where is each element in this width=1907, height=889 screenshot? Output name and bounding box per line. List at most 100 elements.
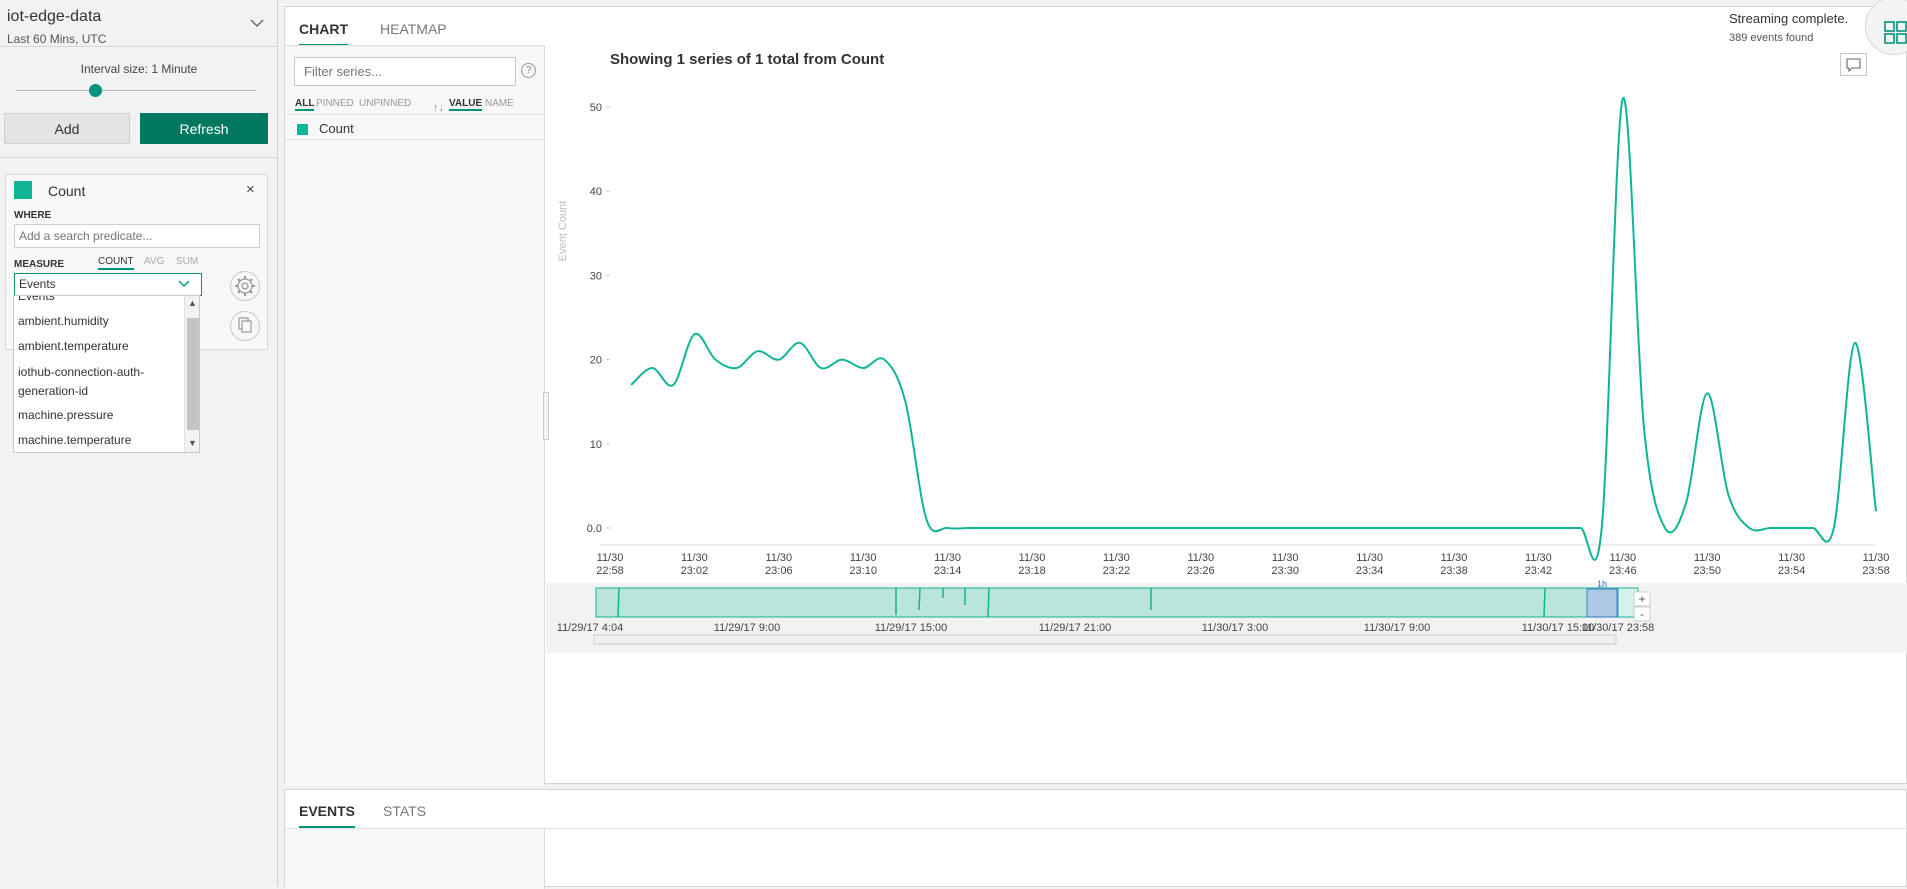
x-tick-label: 11/30 xyxy=(1019,552,1046,564)
environment-time-range: Last 60 Mins, UTC xyxy=(7,32,107,46)
x-tick-label: 11/30 xyxy=(850,552,877,564)
overview-brush-window[interactable] xyxy=(1586,588,1618,618)
measure-option[interactable]: machine.pressure xyxy=(18,408,114,422)
measure-dropdown-list[interactable]: Events ambient.humidity ambient.temperat… xyxy=(13,295,200,453)
measure-option[interactable]: Events xyxy=(18,295,55,303)
events-panel: EVENTS STATS xyxy=(284,789,1907,889)
y-tick-label: 30 xyxy=(590,270,602,282)
x-tick-label: 23:26 xyxy=(1187,565,1215,577)
comment-icon xyxy=(1846,58,1861,73)
left-panel: iot-edge-data Last 60 Mins, UTC Interval… xyxy=(0,0,278,887)
scroll-down-icon[interactable]: ▼ xyxy=(188,438,197,448)
series-list-panel: ? ALL PINNED UNPINNED ↑↓ VALUE NAME Coun… xyxy=(285,45,545,785)
chart-panel: CHART HEATMAP Streaming complete. 389 ev… xyxy=(284,0,1907,785)
zoom-out-button[interactable] xyxy=(1633,606,1651,622)
x-tick-label: 11/30 xyxy=(1356,552,1383,564)
tab-chart[interactable]: CHART xyxy=(299,21,348,46)
where-predicate-input[interactable] xyxy=(14,224,260,248)
where-label: WHERE xyxy=(14,210,52,221)
x-tick-label: 23:38 xyxy=(1440,565,1468,577)
x-tick-label: 23:54 xyxy=(1778,565,1806,577)
refresh-button[interactable]: Refresh xyxy=(140,113,268,144)
sort-by-value[interactable]: VALUE xyxy=(449,98,483,111)
y-axis-ticks: 0.0 10 20 30 40 50 xyxy=(587,102,610,535)
overview-spikes xyxy=(617,587,1546,618)
sort-icon[interactable]: ↑↓ xyxy=(433,102,444,114)
measure-options: Events ambient.humidity ambient.temperat… xyxy=(14,296,184,449)
x-tick-label: 11/30 xyxy=(1187,552,1214,564)
brush-window-label: 1h xyxy=(1597,579,1607,589)
collapse-panel-handle[interactable] xyxy=(543,392,549,440)
measure-option[interactable]: ambient.temperature xyxy=(18,339,129,353)
x-tick-label: 11/30 xyxy=(1525,552,1552,564)
y-tick-label: 10 xyxy=(590,439,602,451)
x-tick-label: 11/30 xyxy=(1609,552,1636,564)
x-tick-label: 11/30 xyxy=(765,552,792,564)
add-button[interactable]: Add xyxy=(4,113,130,144)
overview-tick-label: 11/29/17 15:00 xyxy=(875,622,948,634)
tab-stats[interactable]: STATS xyxy=(383,803,427,819)
comment-button[interactable] xyxy=(1840,53,1867,76)
overview-tick-label: 11/29/17 9:00 xyxy=(714,622,780,634)
interval-slider-thumb[interactable] xyxy=(89,84,103,97)
grid-layout-icon xyxy=(1884,21,1907,44)
zoom-out-label: - xyxy=(1640,607,1644,621)
series-color-swatch[interactable] xyxy=(14,181,32,199)
help-icon[interactable]: ? xyxy=(521,63,536,78)
layout-button[interactable] xyxy=(1865,0,1907,55)
aggregate-avg[interactable]: AVG xyxy=(144,256,165,267)
x-tick-label: 11/30 xyxy=(1863,552,1890,564)
overview-tick-label: 11/30/17 23:58 xyxy=(1582,622,1655,634)
tab-events[interactable]: EVENTS xyxy=(299,803,356,828)
measure-option[interactable]: machine.temperature xyxy=(18,433,132,447)
x-tick-label: 23:02 xyxy=(681,565,709,577)
overview-tick-label: 11/30/17 9:00 xyxy=(1364,622,1430,634)
measure-option[interactable]: iothub-connection-auth-generation-id xyxy=(18,365,145,398)
filter-pinned[interactable]: PINNED xyxy=(316,98,354,109)
chevron-down-icon[interactable] xyxy=(248,16,266,30)
aggregate-count[interactable]: COUNT xyxy=(98,256,134,270)
series-color-swatch xyxy=(297,124,308,135)
events-found-count: 389 events found xyxy=(1729,32,1814,44)
copy-icon xyxy=(238,317,252,333)
scrollbar-thumb[interactable] xyxy=(187,318,199,430)
close-icon[interactable]: × xyxy=(246,181,255,198)
filter-unpinned[interactable]: UNPINNED xyxy=(359,98,412,109)
settings-button[interactable] xyxy=(230,271,260,301)
events-side-panel xyxy=(285,829,545,889)
zoom-in-button[interactable] xyxy=(1633,591,1651,607)
y-axis-label: Event Count xyxy=(557,201,569,262)
x-tick-label: 23:42 xyxy=(1525,565,1553,577)
overview-area[interactable] xyxy=(595,587,1619,618)
aggregate-sum[interactable]: SUM xyxy=(176,256,199,267)
chevron-down-icon[interactable] xyxy=(178,279,190,289)
divider xyxy=(285,828,1907,829)
overview-tick-label: 11/29/17 21:00 xyxy=(1039,622,1112,634)
x-tick-label: 23:06 xyxy=(765,565,793,577)
measure-select[interactable]: Events xyxy=(14,273,202,296)
measure-option[interactable]: ambient.humidity xyxy=(18,314,109,328)
sort-by-name[interactable]: NAME xyxy=(485,98,514,109)
overview-ticks: 11/29/17 4:04 11/29/17 9:00 11/29/17 15:00… xyxy=(557,622,1655,634)
x-tick-label: 11/30 xyxy=(934,552,961,564)
filter-series-input[interactable] xyxy=(294,57,516,86)
x-tick-label: 23:34 xyxy=(1356,565,1384,577)
dropdown-scrollbar[interactable]: ▲ ▼ xyxy=(184,296,199,452)
series-line-count[interactable] xyxy=(630,97,1877,561)
environment-name[interactable]: iot-edge-data xyxy=(7,8,102,25)
filter-all[interactable]: ALL xyxy=(295,98,315,111)
series-list-item[interactable]: Count xyxy=(285,114,545,140)
x-tick-label: 22:58 xyxy=(596,565,624,577)
scroll-up-icon[interactable]: ▲ xyxy=(188,298,197,308)
overview-mini-strip[interactable] xyxy=(593,634,1617,645)
tab-heatmap[interactable]: HEATMAP xyxy=(380,21,447,37)
y-tick-label: 40 xyxy=(590,186,602,198)
overview-tick-label: 11/30/17 3:00 xyxy=(1202,622,1268,634)
overview-tick-label: 11/30/17 15:00 xyxy=(1522,622,1595,634)
x-axis-ticks: 11/3022:5811/3023:0211/3023:0611/3023:10… xyxy=(596,552,1890,577)
copy-series-button[interactable] xyxy=(230,311,260,341)
interval-slider-track[interactable] xyxy=(16,90,256,91)
measure-label: MEASURE xyxy=(14,259,65,270)
x-tick-label: 11/30 xyxy=(1272,552,1299,564)
x-tick-label: 23:50 xyxy=(1693,565,1721,577)
